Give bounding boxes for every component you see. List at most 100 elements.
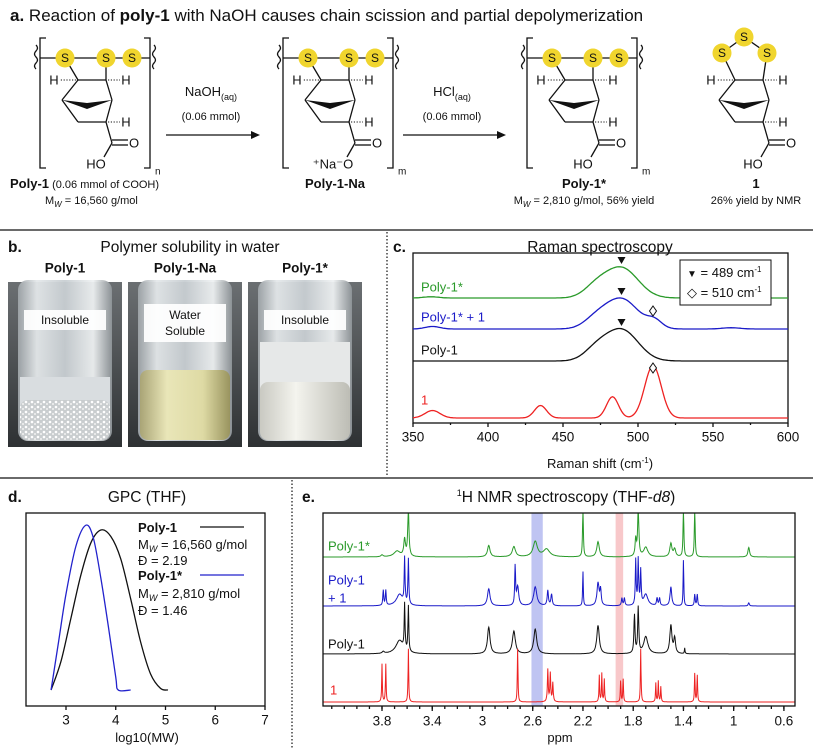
- x-tick-label: 2.6: [523, 714, 542, 729]
- trace-label: 1: [421, 393, 428, 408]
- panel-letter: e.: [302, 489, 315, 506]
- bond-line: [304, 99, 322, 123]
- carboxyl-label: HO: [86, 157, 106, 172]
- panel-letter: b.: [8, 239, 22, 256]
- legend-dispersity: Đ = 1.46: [138, 603, 188, 618]
- trace-label: Poly-1* + 1: [421, 310, 485, 325]
- bond-line: [304, 79, 322, 101]
- trace-label: + 1: [328, 591, 346, 606]
- x-tick-label: 7: [261, 713, 269, 728]
- status-text: Soluble: [165, 324, 205, 338]
- bond-line: [762, 121, 770, 144]
- oxygen-label: O: [129, 136, 139, 151]
- panel-letter: a.: [10, 6, 24, 25]
- bond-line: [718, 79, 736, 101]
- x-tick-label: 1: [730, 714, 738, 729]
- bond-line: [105, 79, 113, 101]
- status-box: [264, 310, 346, 330]
- sulfur-label: S: [718, 46, 726, 60]
- bond-line: [61, 79, 79, 101]
- x-tick-label: 450: [552, 430, 575, 445]
- hydrogen-label: H: [121, 115, 130, 130]
- hydrogen-label: H: [608, 73, 617, 88]
- vial-photo: Poly-1-Na Water Soluble: [128, 261, 242, 447]
- trace-label: Poly-1*: [328, 539, 370, 554]
- x-tick-label: 1.8: [624, 714, 643, 729]
- sulfur-highlight: [55, 48, 75, 68]
- mw-poly-1-star: MW = 2,810 g/mol, 56% yield: [514, 195, 655, 209]
- bond-line: [61, 99, 79, 123]
- legend-510: ◇ = 510 cm-1: [687, 285, 762, 300]
- hydrogen-label: H: [778, 115, 787, 130]
- plot-frame: [25, 512, 266, 707]
- structure-poly-1-na: mH HHO⁺Na⁻OS S S: [276, 37, 406, 178]
- bracket-left: [282, 37, 289, 169]
- bond-line: [348, 79, 356, 101]
- bracket-right: [387, 37, 394, 169]
- gpc-trace: [50, 524, 131, 692]
- highlight-band-red: [615, 513, 624, 706]
- title-bold: poly-1: [120, 6, 170, 25]
- bridge-wedge: [62, 100, 112, 109]
- bridge-wedge: [719, 100, 769, 109]
- sulfur-highlight: [365, 48, 385, 68]
- yellow-solution: [140, 370, 230, 440]
- raman-title: Raman spectroscopy: [527, 239, 673, 256]
- nmr-trace: [323, 601, 795, 655]
- bridge-wedge: [549, 100, 599, 109]
- mw-poly-1: MW = 16,560 g/mol: [45, 195, 138, 209]
- x-tick-label: 2.2: [574, 714, 593, 729]
- gpc-xlabel: log10(MW): [115, 730, 179, 745]
- bond-line: [718, 99, 736, 123]
- gpc-trace: [50, 529, 169, 691]
- carboxyl-label: ⁺Na⁻O: [313, 157, 353, 172]
- bond-line: [548, 79, 566, 101]
- sulfur-label: S: [102, 51, 110, 65]
- hydrogen-label: H: [121, 73, 130, 88]
- sulfur-highlight: [542, 48, 562, 68]
- vial-photo: Poly-1 Insoluble: [8, 261, 122, 447]
- sulfur-label: S: [548, 51, 556, 65]
- nmr-trace: [323, 513, 795, 558]
- gpc-chart: 3 4 5 6 7: [25, 512, 269, 728]
- title-text: Reaction of: [29, 6, 120, 25]
- trace-label: Poly-1: [328, 573, 365, 588]
- bond-line: [592, 99, 600, 123]
- bond-line: [592, 79, 600, 101]
- status-box: [24, 310, 106, 330]
- sulfur-highlight: [609, 48, 629, 68]
- carboxyl-label: HO: [743, 157, 763, 172]
- compound-label-poly-1-star: Poly-1*: [562, 176, 607, 191]
- oxygen-label: O: [786, 136, 796, 151]
- sulfur-label: S: [61, 51, 69, 65]
- panel-letter: c.: [393, 239, 406, 256]
- panel-letter: d.: [8, 489, 22, 506]
- nmr-trace: [323, 555, 795, 607]
- marker-489: [617, 319, 626, 326]
- raman-legend: ▼ = 489 cm-1 ◇ = 510 cm-1: [679, 259, 772, 306]
- bond-line: [548, 99, 566, 123]
- bracket-left: [526, 37, 533, 169]
- solid-precipitate: [20, 400, 110, 440]
- hydrogen-label: H: [778, 73, 787, 88]
- vial-label: Poly-1*: [282, 261, 329, 276]
- reaction-arrow-naoh: NaOH(aq) (0.06 mmol): [166, 84, 260, 139]
- sulfur-label: S: [615, 51, 623, 65]
- bond-line: [592, 121, 600, 144]
- hydrogen-label: H: [706, 73, 715, 88]
- wavy-bond: [33, 44, 39, 70]
- bond-line: [590, 142, 600, 158]
- bond-line: [348, 99, 356, 123]
- x-tick-label: 500: [627, 430, 650, 445]
- panel-b-title: Polymer solubility in water: [100, 239, 279, 256]
- nmr-title: 1H NMR spectroscopy (THF-d8): [457, 488, 676, 506]
- bond-line: [760, 142, 770, 158]
- x-tick-label: 0.6: [775, 714, 794, 729]
- gpc-title: GPC (THF): [108, 489, 186, 506]
- reagent-amount: (0.06 mmol): [423, 111, 482, 123]
- wavy-bond: [520, 44, 526, 70]
- highlight-band-blue: [531, 513, 543, 706]
